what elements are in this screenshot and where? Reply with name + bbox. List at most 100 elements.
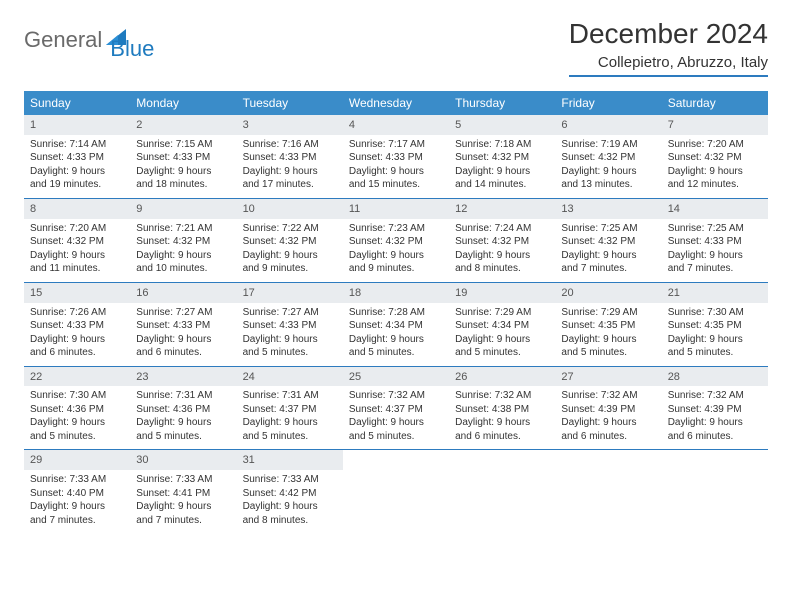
day-line-d1: Daylight: 9 hours <box>561 165 655 179</box>
day-line-sunrise: Sunrise: 7:29 AM <box>455 306 549 320</box>
day-line-sunrise: Sunrise: 7:30 AM <box>30 389 124 403</box>
day-line-sunrise: Sunrise: 7:27 AM <box>243 306 337 320</box>
day-line-d1: Daylight: 9 hours <box>455 333 549 347</box>
day-cell: 6Sunrise: 7:19 AMSunset: 4:32 PMDaylight… <box>555 115 661 198</box>
day-line-sunset: Sunset: 4:37 PM <box>349 403 443 417</box>
day-body: Sunrise: 7:25 AMSunset: 4:33 PMDaylight:… <box>662 219 768 282</box>
day-body: Sunrise: 7:16 AMSunset: 4:33 PMDaylight:… <box>237 135 343 198</box>
day-line-d2: and 7 minutes. <box>668 262 762 276</box>
day-body: Sunrise: 7:14 AMSunset: 4:33 PMDaylight:… <box>24 135 130 198</box>
day-line-sunset: Sunset: 4:39 PM <box>668 403 762 417</box>
weekday-header: Sunday <box>24 91 130 115</box>
weekday-header: Thursday <box>449 91 555 115</box>
day-line-sunrise: Sunrise: 7:17 AM <box>349 138 443 152</box>
day-number: 10 <box>237 199 343 219</box>
day-number: 27 <box>555 367 661 387</box>
location: Collepietro, Abruzzo, Italy <box>569 54 768 77</box>
day-line-d2: and 5 minutes. <box>561 346 655 360</box>
day-number: 31 <box>237 450 343 470</box>
day-number: 17 <box>237 283 343 303</box>
day-line-d2: and 6 minutes. <box>455 430 549 444</box>
day-body: Sunrise: 7:25 AMSunset: 4:32 PMDaylight:… <box>555 219 661 282</box>
day-line-sunset: Sunset: 4:32 PM <box>455 151 549 165</box>
day-body: Sunrise: 7:30 AMSunset: 4:36 PMDaylight:… <box>24 386 130 449</box>
day-line-d1: Daylight: 9 hours <box>243 416 337 430</box>
day-line-d1: Daylight: 9 hours <box>349 333 443 347</box>
week-row: 29Sunrise: 7:33 AMSunset: 4:40 PMDayligh… <box>24 450 768 533</box>
weekday-header-row: Sunday Monday Tuesday Wednesday Thursday… <box>24 91 768 115</box>
day-line-sunset: Sunset: 4:32 PM <box>668 151 762 165</box>
day-number: 4 <box>343 115 449 135</box>
day-line-sunrise: Sunrise: 7:19 AM <box>561 138 655 152</box>
day-cell: 11Sunrise: 7:23 AMSunset: 4:32 PMDayligh… <box>343 199 449 282</box>
day-line-d2: and 6 minutes. <box>136 346 230 360</box>
day-body: Sunrise: 7:18 AMSunset: 4:32 PMDaylight:… <box>449 135 555 198</box>
day-body: Sunrise: 7:31 AMSunset: 4:36 PMDaylight:… <box>130 386 236 449</box>
day-line-sunset: Sunset: 4:33 PM <box>30 151 124 165</box>
day-line-d2: and 7 minutes. <box>561 262 655 276</box>
day-number: 18 <box>343 283 449 303</box>
day-number: 30 <box>130 450 236 470</box>
day-line-sunrise: Sunrise: 7:15 AM <box>136 138 230 152</box>
day-number: 12 <box>449 199 555 219</box>
day-number: 14 <box>662 199 768 219</box>
day-line-d1: Daylight: 9 hours <box>455 165 549 179</box>
day-cell: 14Sunrise: 7:25 AMSunset: 4:33 PMDayligh… <box>662 199 768 282</box>
day-line-sunrise: Sunrise: 7:14 AM <box>30 138 124 152</box>
day-line-d2: and 5 minutes. <box>349 346 443 360</box>
day-line-d1: Daylight: 9 hours <box>349 249 443 263</box>
day-number: 1 <box>24 115 130 135</box>
day-line-sunrise: Sunrise: 7:33 AM <box>243 473 337 487</box>
day-body: Sunrise: 7:31 AMSunset: 4:37 PMDaylight:… <box>237 386 343 449</box>
day-number: 3 <box>237 115 343 135</box>
day-cell: 28Sunrise: 7:32 AMSunset: 4:39 PMDayligh… <box>662 367 768 450</box>
day-body: Sunrise: 7:32 AMSunset: 4:39 PMDaylight:… <box>662 386 768 449</box>
day-number: 8 <box>24 199 130 219</box>
day-line-d2: and 10 minutes. <box>136 262 230 276</box>
day-cell: 27Sunrise: 7:32 AMSunset: 4:39 PMDayligh… <box>555 367 661 450</box>
day-line-sunrise: Sunrise: 7:26 AM <box>30 306 124 320</box>
day-line-sunset: Sunset: 4:35 PM <box>561 319 655 333</box>
day-body: Sunrise: 7:28 AMSunset: 4:34 PMDaylight:… <box>343 303 449 366</box>
day-line-d2: and 5 minutes. <box>136 430 230 444</box>
day-line-sunset: Sunset: 4:32 PM <box>30 235 124 249</box>
day-cell: 9Sunrise: 7:21 AMSunset: 4:32 PMDaylight… <box>130 199 236 282</box>
day-line-sunset: Sunset: 4:34 PM <box>455 319 549 333</box>
day-cell: 15Sunrise: 7:26 AMSunset: 4:33 PMDayligh… <box>24 283 130 366</box>
day-line-sunrise: Sunrise: 7:20 AM <box>30 222 124 236</box>
day-line-d1: Daylight: 9 hours <box>668 416 762 430</box>
day-line-sunrise: Sunrise: 7:32 AM <box>668 389 762 403</box>
day-line-sunset: Sunset: 4:32 PM <box>136 235 230 249</box>
day-line-d1: Daylight: 9 hours <box>455 249 549 263</box>
day-line-d1: Daylight: 9 hours <box>243 165 337 179</box>
day-line-sunrise: Sunrise: 7:33 AM <box>30 473 124 487</box>
day-line-d1: Daylight: 9 hours <box>561 249 655 263</box>
day-number: 2 <box>130 115 236 135</box>
week-row: 22Sunrise: 7:30 AMSunset: 4:36 PMDayligh… <box>24 367 768 451</box>
day-line-sunrise: Sunrise: 7:32 AM <box>349 389 443 403</box>
day-line-d1: Daylight: 9 hours <box>30 333 124 347</box>
day-line-d1: Daylight: 9 hours <box>668 333 762 347</box>
day-line-d2: and 19 minutes. <box>30 178 124 192</box>
day-line-d2: and 5 minutes. <box>243 346 337 360</box>
day-line-sunset: Sunset: 4:33 PM <box>30 319 124 333</box>
day-cell: 17Sunrise: 7:27 AMSunset: 4:33 PMDayligh… <box>237 283 343 366</box>
day-line-sunset: Sunset: 4:33 PM <box>349 151 443 165</box>
day-line-d1: Daylight: 9 hours <box>136 333 230 347</box>
weekday-header: Tuesday <box>237 91 343 115</box>
day-line-sunrise: Sunrise: 7:24 AM <box>455 222 549 236</box>
day-cell <box>555 450 661 533</box>
day-body: Sunrise: 7:26 AMSunset: 4:33 PMDaylight:… <box>24 303 130 366</box>
day-line-sunrise: Sunrise: 7:32 AM <box>561 389 655 403</box>
day-number: 15 <box>24 283 130 303</box>
day-body: Sunrise: 7:30 AMSunset: 4:35 PMDaylight:… <box>662 303 768 366</box>
week-row: 8Sunrise: 7:20 AMSunset: 4:32 PMDaylight… <box>24 199 768 283</box>
day-line-d1: Daylight: 9 hours <box>455 416 549 430</box>
day-number: 23 <box>130 367 236 387</box>
day-line-sunrise: Sunrise: 7:16 AM <box>243 138 337 152</box>
day-line-sunrise: Sunrise: 7:28 AM <box>349 306 443 320</box>
day-body: Sunrise: 7:33 AMSunset: 4:41 PMDaylight:… <box>130 470 236 533</box>
day-line-sunrise: Sunrise: 7:29 AM <box>561 306 655 320</box>
day-line-d2: and 8 minutes. <box>455 262 549 276</box>
day-line-sunrise: Sunrise: 7:25 AM <box>561 222 655 236</box>
